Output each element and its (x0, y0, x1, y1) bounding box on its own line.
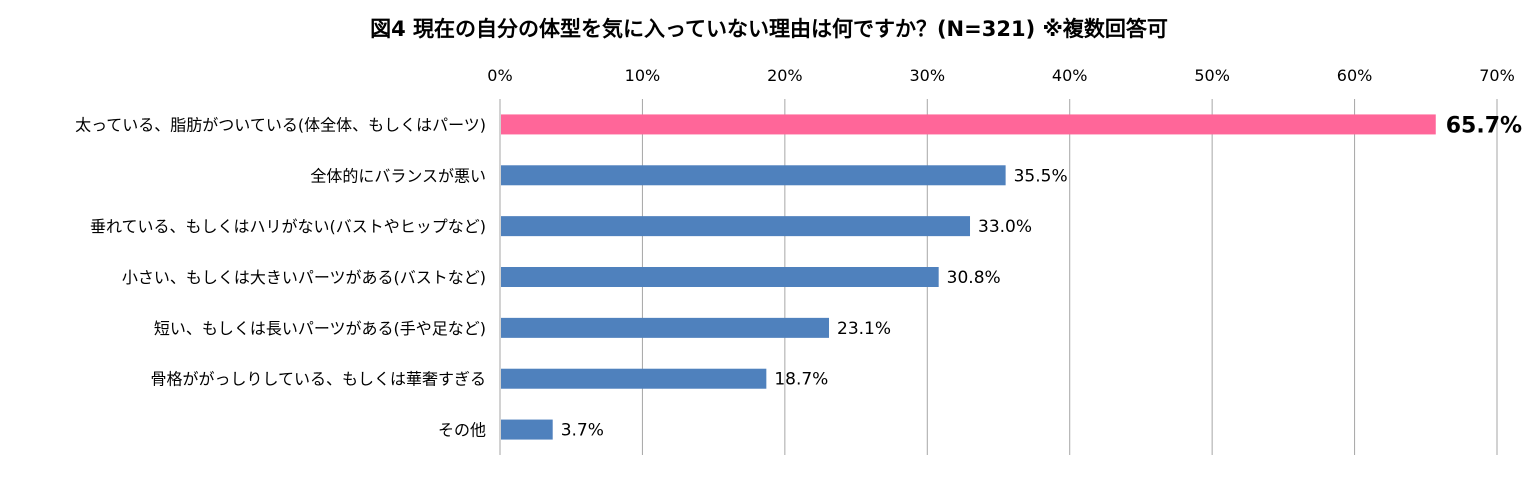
bar (501, 317, 830, 338)
category-label: 短い、もしくは長いパーツがある(手や足など) (154, 319, 486, 338)
category-label: その他 (438, 421, 486, 440)
x-tick-label: 50% (1194, 66, 1230, 85)
category-label: 太っている、脂肪がついている(体全体、もしくはパーツ) (75, 115, 486, 134)
data-label: 65.7% (1446, 113, 1522, 138)
x-tick-label: 20% (767, 66, 803, 85)
x-tick-label: 60% (1337, 66, 1373, 85)
x-tick-label: 40% (1052, 66, 1088, 85)
chart-title: 図4 現在の自分の体型を気に入っていない理由は何ですか？(N=321) ※複数回… (370, 17, 1168, 41)
bar (501, 165, 1006, 186)
data-label: 18.7% (774, 370, 828, 390)
data-label: 35.5% (1014, 166, 1068, 186)
data-label: 33.0% (978, 217, 1032, 237)
x-tick-label: 70% (1479, 66, 1515, 85)
data-label: 3.7% (561, 421, 604, 441)
category-label: 骨格ががっしりしている、もしくは華奢すぎる (150, 370, 486, 389)
x-tick-label: 30% (910, 66, 946, 85)
bar (501, 267, 939, 287)
x-tick-label: 0% (487, 66, 512, 85)
bar (501, 216, 971, 237)
category-label: 小さい、もしくは大きいパーツがある(バストなど) (122, 268, 486, 287)
highlighted-bar (501, 114, 1436, 135)
category-label: 垂れている、もしくはハリがない(バストやヒップなど) (90, 217, 486, 236)
bar (501, 368, 767, 389)
bar (501, 419, 553, 440)
category-label: 全体的にバランスが悪い (310, 166, 486, 185)
data-label: 23.1% (837, 319, 891, 339)
x-tick-label: 10% (625, 66, 661, 85)
data-label: 30.8% (947, 268, 1001, 288)
